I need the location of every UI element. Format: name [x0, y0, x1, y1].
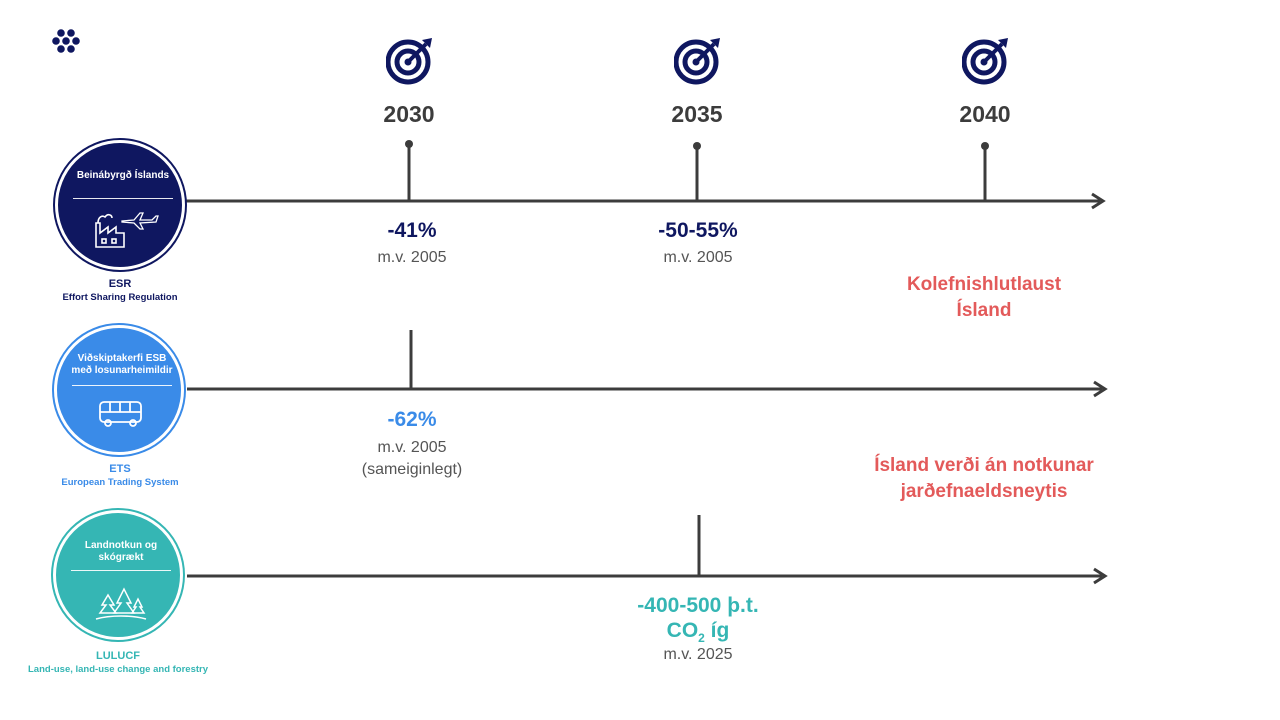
- year-label: 2035: [671, 101, 723, 127]
- airplane-icon: [121, 212, 159, 230]
- esr-code-label: ESR Effort Sharing Regulation: [30, 278, 210, 304]
- esr-target-2030-value: -41%: [387, 219, 437, 242]
- bus-icon: [99, 401, 142, 427]
- hexagon-cluster-icon: [52, 29, 80, 53]
- badge-title: Landnotkun og skógrækt: [84, 540, 158, 563]
- co2-tail: íg: [704, 619, 730, 642]
- trees-icon: [95, 587, 147, 620]
- code-sub: Effort Sharing Regulation: [62, 292, 178, 303]
- lulucf-target-2035-value: -400-500 þ.t.: [637, 594, 759, 617]
- target-icon: [962, 38, 1008, 85]
- goal-line: Ísland: [956, 300, 1012, 321]
- esr-target-2035-value: -50-55%: [658, 219, 738, 242]
- ets-target-2030-value: -62%: [387, 408, 437, 431]
- ets-target-2030-ref: m.v. 2005: [377, 439, 447, 456]
- code-sub: European Trading System: [61, 477, 179, 488]
- year-label: 2030: [383, 101, 435, 127]
- ets-axis-arrow: [1093, 380, 1108, 398]
- ets-target-2030-note: (sameiginlegt): [361, 461, 463, 478]
- goal-line: jarðefnaeldsneytis: [900, 481, 1068, 502]
- co2-main: CO: [666, 619, 699, 642]
- badge-divider: [71, 570, 171, 571]
- esr-target-2030-ref: m.v. 2005: [377, 249, 447, 266]
- code-sub: Land-use, land-use change and forestry: [28, 664, 209, 675]
- goal-fossil-free: Ísland verði án notkunar jarðefnaeldsney…: [834, 453, 1134, 505]
- goal-carbon-neutral: Kolefnishlutlaust Ísland: [834, 272, 1134, 324]
- lulucf-badge: Landnotkun og skógrækt: [53, 510, 183, 640]
- badge-divider: [73, 198, 173, 199]
- code: ETS: [109, 463, 131, 475]
- year-label: 2040: [959, 101, 1011, 127]
- tick-dot-2030: [405, 140, 413, 148]
- esr-badge: Beinábyrgð Íslands: [55, 140, 185, 270]
- badge-title: Viðskiptakerfi ESB með losunarheimildir: [71, 353, 173, 376]
- code: LULUCF: [96, 650, 140, 662]
- esr-target-2035-ref: m.v. 2005: [663, 249, 733, 266]
- code: ESR: [108, 278, 132, 290]
- goal-line: Ísland verði án notkunar: [874, 455, 1094, 476]
- goal-line: Kolefnishlutlaust: [906, 274, 1062, 295]
- esr-axis-arrow: [1091, 192, 1106, 210]
- target-icon: [386, 38, 432, 85]
- ets-code-label: ETS European Trading System: [30, 463, 210, 489]
- tick-dot-2040: [981, 142, 989, 150]
- lulucf-target-2035-ref: m.v. 2025: [663, 646, 733, 663]
- badge-title: Beinábyrgð Íslands: [76, 170, 170, 181]
- badge-divider: [72, 385, 172, 386]
- tick-dot-2035: [693, 142, 701, 150]
- co2-subscript: 2: [698, 631, 705, 646]
- factory-icon: [95, 213, 125, 248]
- target-icon: [674, 38, 720, 85]
- lulucf-axis-arrow: [1093, 567, 1108, 585]
- lulucf-target-2035-value-line2: CO2 íg: [598, 619, 798, 645]
- ets-badge: Viðskiptakerfi ESB með losunarheimildir: [54, 325, 184, 455]
- lulucf-code-label: LULUCF Land-use, land-use change and for…: [28, 650, 208, 676]
